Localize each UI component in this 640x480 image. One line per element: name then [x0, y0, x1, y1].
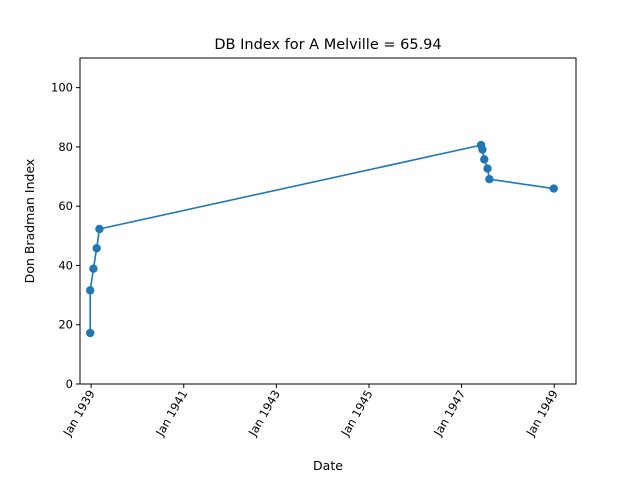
- y-tick-label: 40: [58, 258, 73, 272]
- data-point: [89, 264, 98, 273]
- data-point: [85, 286, 95, 295]
- data-point: [549, 184, 558, 193]
- plot-area: [85, 140, 558, 338]
- y-tick-label: 100: [51, 81, 73, 95]
- y-tick-label: 20: [58, 318, 73, 332]
- data-point: [95, 224, 104, 234]
- data-point: [480, 155, 489, 164]
- data-point: [85, 328, 95, 338]
- data-point: [478, 145, 487, 154]
- data-point: [92, 244, 101, 253]
- y-tick-label: 80: [58, 140, 73, 154]
- plot-frame: [79, 57, 577, 385]
- data-point: [485, 175, 494, 184]
- y-tick-label: 0: [66, 377, 73, 391]
- data-point: [483, 164, 492, 173]
- y-axis-label: Don Bradman Index: [22, 159, 37, 284]
- y-axis: 0 20 40 60 80 100: [51, 81, 80, 391]
- y-tick-label: 60: [58, 199, 73, 213]
- x-axis-label: Date: [313, 458, 343, 473]
- chart-title: DB Index for A Melville = 65.94: [214, 37, 441, 53]
